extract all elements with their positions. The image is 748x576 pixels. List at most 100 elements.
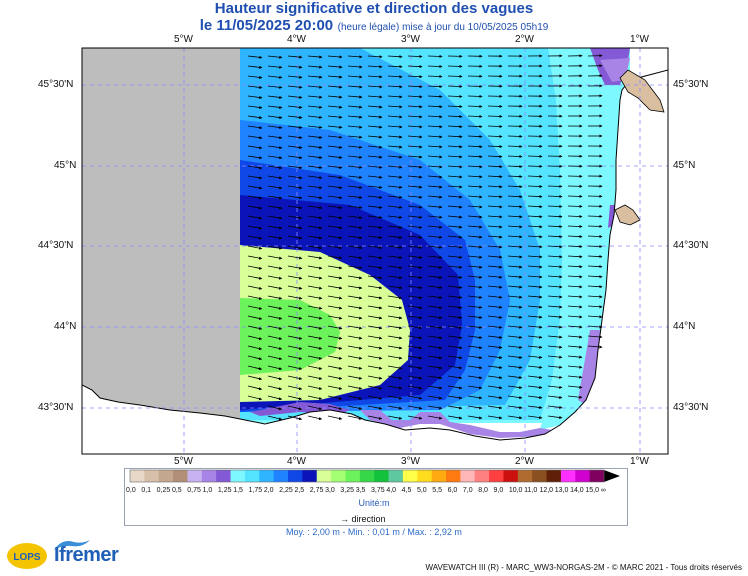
direction-arrow [527,355,543,359]
direction-arrow [347,195,363,199]
direction-arrow [367,65,383,69]
direction-arrow [347,105,363,109]
direction-arrow [307,325,323,330]
direction-arrow [367,95,383,99]
direction-arrow [527,365,543,369]
direction-arrow [467,215,483,219]
direction-arrow [347,405,363,410]
direction-arrow [307,355,323,360]
direction-arrow [487,134,503,139]
direction-arrow [287,105,303,109]
direction-arrow [267,255,283,260]
direction-arrow [467,335,483,340]
direction-arrow [487,295,503,299]
direction-arrow [507,405,523,410]
direction-arrow [427,415,443,420]
direction-arrow [487,265,503,269]
direction-arrow [407,415,423,420]
direction-arrow [487,355,503,360]
land [82,69,668,454]
direction-arrow [447,225,463,229]
direction-arrow [267,375,283,381]
direction-arrow [267,355,283,361]
direction-arrow [347,55,363,59]
direction-arrow [487,325,503,329]
direction-arrow [427,105,443,109]
direction-arrow [567,345,583,349]
direction-arrow [287,385,303,391]
direction-arrow [267,235,283,240]
direction-arrow [367,375,383,380]
lon-label-bottom: 3°W [401,456,420,467]
direction-arrow [447,375,463,380]
direction-arrow [247,205,263,210]
direction-arrow [547,295,563,299]
direction-arrow [447,315,463,320]
direction-arrow [527,275,543,279]
direction-arrow [407,155,423,159]
direction-arrow [347,65,363,69]
direction-arrow [507,395,523,400]
direction-arrow [527,375,543,379]
direction-arrow [387,245,403,250]
direction-arrow [387,365,403,370]
direction-arrow [327,285,343,290]
direction-arrow [567,244,583,249]
direction-arrow [507,215,523,219]
direction-arrow [327,145,343,149]
direction-arrow [387,395,403,400]
direction-arrow [367,175,383,179]
direction-arrow [407,345,423,350]
direction-arrow [447,84,463,89]
direction-arrow [287,245,303,250]
direction-arrow [287,95,303,99]
direction-arrow [487,235,503,239]
direction-arrow [287,135,303,140]
direction-arrow [287,125,303,129]
direction-arrows [247,54,603,421]
direction-arrow [387,275,403,280]
direction-arrow [347,355,363,360]
legend-swatch [388,470,404,482]
direction-arrow [547,345,563,349]
direction-arrow [347,205,363,210]
direction-arrow [487,385,503,390]
direction-arrow [447,245,463,249]
direction-arrow [307,345,323,350]
update-note: (heure légale) mise à jour du 10/05/2025… [337,22,549,33]
direction-arrow [347,325,363,330]
direction-arrow [287,195,303,200]
direction-arrow [587,244,603,249]
direction-arrow [487,285,503,289]
direction-arrow [447,415,463,420]
direction-arrow [587,345,603,349]
direction-arrow [407,185,423,189]
direction-arrow [307,175,323,180]
direction-arrow [267,125,283,130]
direction-arrow [407,145,423,149]
direction-arrow [467,265,483,269]
direction-arrow [447,305,463,310]
direction-arrow [567,305,583,309]
direction-arrow [567,355,583,359]
legend-tick-label: 0,25 [156,487,171,494]
direction-arrow [587,315,603,319]
direction-arrow [407,75,423,79]
direction-arrow [347,305,363,310]
lat-label-left: 43°30'N [38,402,74,413]
direction-arrow [447,335,463,340]
direction-arrow [447,155,463,159]
direction-arrow [547,305,563,309]
direction-arrow [387,155,403,159]
direction-arrow [507,385,523,390]
direction-arrow [327,155,343,159]
legend-tick-label: 3,0 [325,487,335,494]
legend-tick-label: 11,0 [524,487,538,494]
direction-arrow [247,145,263,150]
direction-arrow [407,255,423,259]
direction-arrow [267,365,283,371]
direction-arrow [427,235,443,239]
direction-arrow [327,415,343,420]
direction-arrow [267,275,283,280]
direction-arrow [467,255,483,259]
